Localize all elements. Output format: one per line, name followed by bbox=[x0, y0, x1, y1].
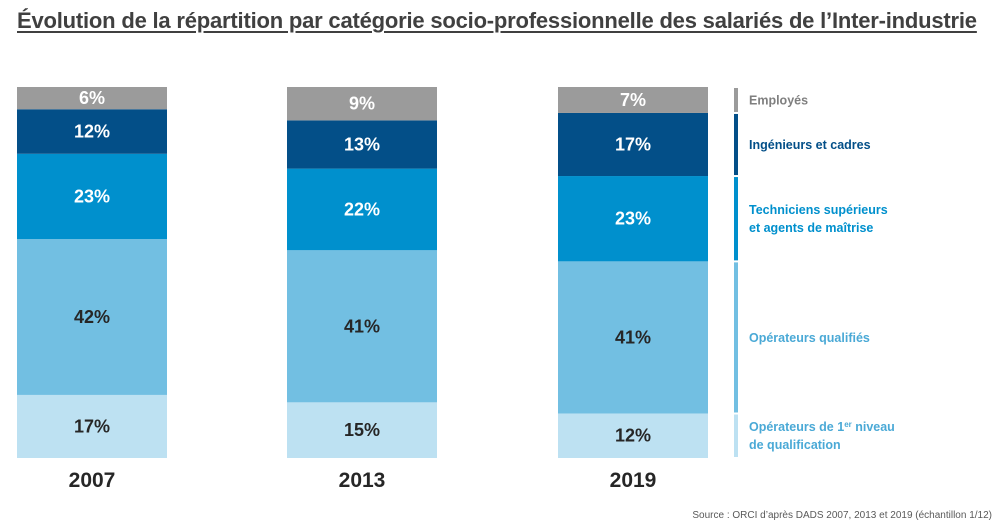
data-label-2019-3: 17% bbox=[615, 135, 651, 155]
legend-label-2-0: Techniciens supérieurs bbox=[749, 203, 888, 217]
x-tick-label-2019: 2019 bbox=[610, 469, 657, 492]
bar-segment-2019-3 bbox=[558, 112, 708, 177]
data-label-2019-4: 7% bbox=[620, 90, 646, 110]
bar-segment-2019-1 bbox=[558, 261, 708, 414]
data-label-2019-1: 41% bbox=[615, 327, 651, 347]
x-tick-label-2013: 2013 bbox=[339, 469, 386, 492]
bar-segment-2013-3 bbox=[287, 120, 437, 169]
legend-label-4-1: de qualification bbox=[749, 438, 841, 452]
legend-label-3-0: Opérateurs qualifiés bbox=[749, 331, 870, 345]
data-label-2007-1: 42% bbox=[74, 307, 110, 327]
bar-segment-2019-0 bbox=[558, 413, 708, 458]
legend-label-2-1: et agents de maîtrise bbox=[749, 221, 873, 235]
data-label-2007-3: 12% bbox=[74, 122, 110, 142]
data-label-2013-3: 13% bbox=[344, 135, 380, 155]
bar-segment-2007-0 bbox=[17, 394, 167, 458]
legend-swatch-1 bbox=[734, 113, 738, 176]
legend-swatch-2 bbox=[734, 177, 738, 261]
legend-swatch-3 bbox=[734, 262, 738, 413]
bar-segment-2013-0 bbox=[287, 402, 437, 458]
data-label-2007-2: 23% bbox=[74, 186, 110, 206]
data-label-2013-1: 41% bbox=[344, 316, 380, 336]
data-label-2013-0: 15% bbox=[344, 420, 380, 440]
data-label-2019-2: 23% bbox=[615, 209, 651, 229]
bar-segment-2007-1 bbox=[17, 239, 167, 395]
bar-segment-2013-1 bbox=[287, 250, 437, 403]
legend-label-4-0: Opérateurs de 1er niveau bbox=[749, 420, 895, 435]
legend-label-0-0: Employés bbox=[749, 93, 808, 107]
bar-segment-2007-4 bbox=[17, 87, 167, 110]
chart-title: Évolution de la répartition par catégori… bbox=[17, 8, 977, 33]
legend-swatch-4 bbox=[734, 414, 738, 457]
data-label-2007-0: 17% bbox=[74, 416, 110, 436]
data-label-2007-4: 6% bbox=[79, 88, 105, 108]
source-note: Source : ORCI d’après DADS 2007, 2013 et… bbox=[692, 510, 992, 521]
bar-segment-2013-2 bbox=[287, 168, 437, 251]
legend-swatch-0 bbox=[734, 88, 738, 112]
bar-segment-2007-3 bbox=[17, 109, 167, 154]
bar-segment-2019-2 bbox=[558, 176, 708, 262]
bar-segment-2013-4 bbox=[287, 87, 437, 121]
x-tick-label-2007: 2007 bbox=[69, 469, 116, 492]
bar-segment-2019-4 bbox=[558, 87, 708, 113]
data-label-2013-4: 9% bbox=[349, 94, 375, 114]
data-label-2019-0: 12% bbox=[615, 426, 651, 446]
bar-segment-2007-2 bbox=[17, 153, 167, 240]
legend-label-1-0: Ingénieurs et cadres bbox=[749, 138, 871, 152]
data-label-2013-2: 22% bbox=[344, 199, 380, 219]
